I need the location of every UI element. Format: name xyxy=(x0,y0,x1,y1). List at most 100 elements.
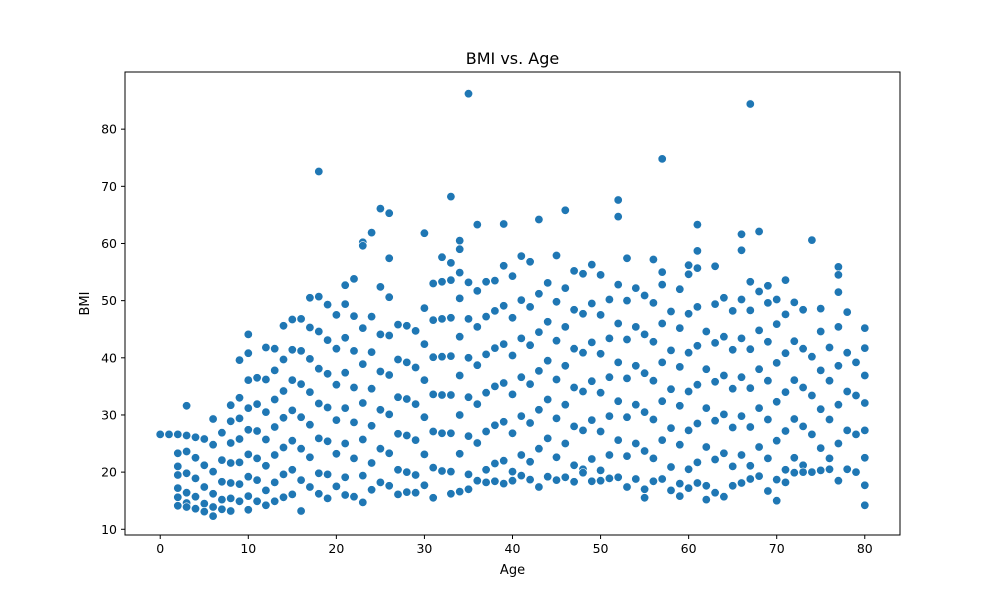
data-point xyxy=(596,426,606,436)
data-point xyxy=(860,343,870,353)
x-axis-label: Age xyxy=(500,563,525,578)
data-point xyxy=(384,330,394,340)
data-point xyxy=(481,312,491,322)
data-point xyxy=(551,336,561,346)
data-point xyxy=(314,489,324,499)
y-tick-label: 10 xyxy=(101,522,117,537)
data-point xyxy=(613,212,623,222)
data-point xyxy=(463,89,473,99)
data-point xyxy=(657,396,667,406)
data-point xyxy=(675,491,685,501)
data-point xyxy=(516,295,526,305)
data-point xyxy=(701,364,711,374)
data-point xyxy=(728,422,738,432)
data-point xyxy=(261,342,271,352)
data-point xyxy=(428,463,438,473)
data-point xyxy=(252,496,262,506)
data-point xyxy=(860,425,870,435)
data-point xyxy=(754,325,764,335)
data-point xyxy=(569,477,579,487)
data-point xyxy=(648,255,658,265)
data-point xyxy=(349,417,359,427)
data-point xyxy=(384,208,394,218)
data-point xyxy=(692,418,702,428)
data-point xyxy=(446,467,456,477)
data-point xyxy=(798,382,808,392)
data-point xyxy=(331,310,341,320)
data-point xyxy=(587,376,597,386)
data-point xyxy=(772,475,782,485)
data-point xyxy=(807,352,817,362)
data-point xyxy=(657,435,667,445)
data-point xyxy=(842,307,852,317)
data-point xyxy=(622,412,632,422)
data-point xyxy=(191,504,201,514)
data-point xyxy=(252,475,262,485)
data-point xyxy=(463,314,473,324)
data-point xyxy=(596,310,606,320)
data-point xyxy=(226,478,236,488)
data-point xyxy=(507,350,517,360)
data-point xyxy=(666,423,676,433)
data-point xyxy=(534,366,544,376)
data-point xyxy=(314,398,324,408)
data-point xyxy=(736,372,746,382)
data-point xyxy=(701,442,711,452)
data-point xyxy=(701,481,711,491)
y-axis: 10 20 30 40 50 60 70 80 xyxy=(101,122,125,537)
data-point xyxy=(833,322,843,332)
data-point xyxy=(446,275,456,285)
data-point xyxy=(270,477,280,487)
y-tick-label: 80 xyxy=(101,122,117,137)
data-point xyxy=(692,302,702,312)
data-point xyxy=(455,268,465,278)
data-point xyxy=(226,400,236,410)
data-point xyxy=(648,414,658,424)
data-point xyxy=(754,286,764,296)
data-point xyxy=(525,475,535,485)
data-point xyxy=(411,362,421,372)
data-point xyxy=(490,458,500,468)
data-point xyxy=(419,303,429,313)
data-point xyxy=(384,481,394,491)
data-point xyxy=(719,293,729,303)
data-point xyxy=(631,361,641,371)
data-point xyxy=(402,430,412,440)
data-point xyxy=(455,449,465,459)
data-point xyxy=(622,253,632,263)
data-point xyxy=(428,278,438,288)
data-point xyxy=(261,500,271,510)
data-point xyxy=(217,455,227,465)
data-point xyxy=(411,435,421,445)
data-point xyxy=(455,332,465,342)
data-point xyxy=(736,294,746,304)
data-point xyxy=(367,485,377,495)
data-point xyxy=(481,477,491,487)
data-point xyxy=(235,355,245,365)
data-point xyxy=(763,486,773,496)
data-point xyxy=(270,394,280,404)
data-point xyxy=(437,314,447,324)
data-point xyxy=(860,323,870,333)
data-point xyxy=(252,373,262,383)
data-point xyxy=(657,267,667,277)
data-point xyxy=(798,467,808,477)
y-tick-label: 70 xyxy=(101,179,117,194)
data-point xyxy=(640,407,650,417)
data-point xyxy=(772,496,782,506)
data-point xyxy=(463,431,473,441)
data-point xyxy=(736,450,746,460)
data-point xyxy=(305,387,315,397)
data-point xyxy=(684,260,694,270)
data-point xyxy=(472,360,482,370)
data-point xyxy=(155,429,165,439)
data-point xyxy=(490,276,500,286)
data-point xyxy=(745,383,755,393)
data-point xyxy=(472,220,482,230)
data-point xyxy=(226,506,236,516)
data-point xyxy=(419,339,429,349)
data-point xyxy=(261,485,271,495)
data-point xyxy=(675,323,685,333)
data-point xyxy=(604,411,614,421)
data-point xyxy=(657,474,667,484)
